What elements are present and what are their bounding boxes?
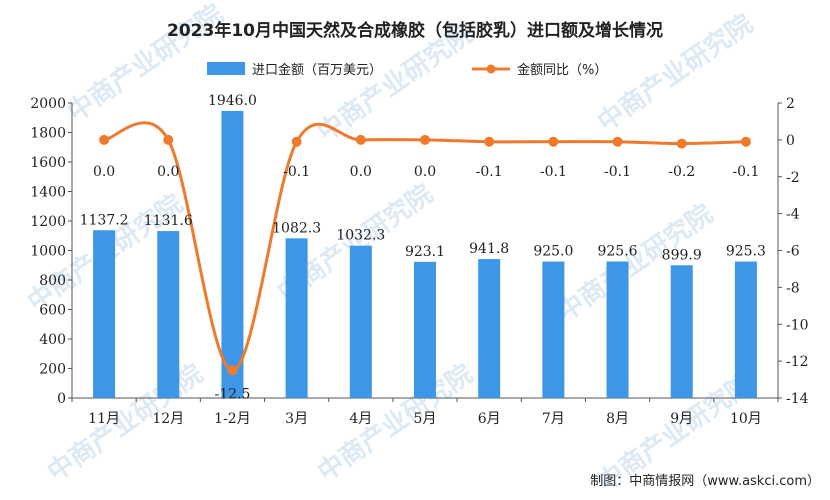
- bar: [670, 265, 693, 398]
- line-point: [227, 365, 238, 376]
- line-point: [355, 134, 366, 145]
- bar-value-label: 1032.3: [336, 228, 385, 244]
- y-right-tick-label: -8: [786, 280, 800, 296]
- y-left-tick-label: 1000: [30, 244, 66, 260]
- x-tick-label: 11月: [88, 411, 120, 427]
- bar: [157, 231, 180, 398]
- chart-title: 2023年10月中国天然及合成橡胶（包括胶乳）进口额及增长情况: [167, 20, 663, 41]
- line-value-label: 0.0: [93, 164, 115, 180]
- line-value-label: -0.1: [476, 164, 503, 180]
- line-point: [291, 136, 302, 147]
- y-left-tick-label: 0: [57, 391, 66, 407]
- y-right-tick-label: -6: [786, 244, 800, 260]
- plot-area: 0 200 400 600 800 1000 1200 1400 1600 1800 2000 2 0 -…: [30, 93, 808, 427]
- legend-swatch-marker: [486, 64, 496, 74]
- y-right-tick-label: 0: [786, 133, 795, 149]
- line-value-label: 0.0: [414, 164, 436, 180]
- bar-value-label: 925.0: [533, 244, 573, 260]
- watermark-text: 中商产业研究院: [312, 358, 479, 488]
- line-value-label: -0.1: [604, 164, 631, 180]
- line-point: [740, 136, 751, 147]
- line-point: [676, 138, 687, 149]
- bar-value-label: 941.8: [469, 241, 509, 257]
- y-left-tick-label: 1600: [30, 155, 66, 171]
- x-tick-label: 6月: [478, 411, 501, 427]
- line-value-label: -0.1: [540, 164, 567, 180]
- bar: [478, 259, 501, 398]
- x-tick-label: 12月: [152, 411, 184, 427]
- bar-value-label: 925.6: [597, 243, 637, 259]
- x-tick-label: 10月: [730, 411, 762, 427]
- y-left-tick-label: 800: [39, 273, 66, 289]
- legend: 进口金额（百万美元） 金额同比（%）: [207, 62, 607, 78]
- line-value-label: -0.1: [283, 164, 310, 180]
- line-value-label: 0.0: [350, 164, 372, 180]
- bar-value-label: 899.9: [662, 247, 702, 263]
- y-left-tick-label: 2000: [30, 96, 66, 112]
- line-point: [163, 134, 174, 145]
- y-right-tick-label: -12: [786, 354, 809, 370]
- line-point: [548, 136, 559, 147]
- x-tick-label: 9月: [670, 411, 693, 427]
- bar: [542, 261, 565, 398]
- x-tick-label: 3月: [285, 411, 308, 427]
- y-left-tick-label: 400: [39, 332, 66, 348]
- legend-label-line: 金额同比（%）: [517, 62, 607, 78]
- bar-value-label: 925.3: [726, 244, 766, 260]
- bar-value-label: 1946.0: [208, 93, 257, 109]
- bar: [606, 261, 629, 398]
- bar: [734, 261, 757, 398]
- source-credit: 制图：中商情报网（www.askci.com）: [590, 474, 820, 489]
- line-point: [420, 134, 430, 145]
- bar: [414, 261, 436, 398]
- line-value-label: 0.0: [157, 164, 179, 180]
- y-left-tick-label: 1800: [30, 126, 66, 142]
- y-right-tick-label: -14: [786, 391, 809, 407]
- x-tick-label: 7月: [542, 411, 565, 427]
- y-right-tick-label: -2: [786, 170, 800, 186]
- legend-swatch-bar: [207, 62, 245, 75]
- y-right-tick-label: -10: [786, 317, 809, 333]
- watermark-text: 中商产业研究院: [62, 0, 229, 128]
- legend-label-bar: 进口金额（百万美元）: [252, 62, 382, 78]
- y-left-tick-label: 1200: [30, 214, 66, 230]
- y-left-tick-label: 200: [39, 362, 66, 378]
- line-value-label: -0.1: [732, 164, 759, 180]
- y-right-tick-label: 2: [786, 96, 795, 112]
- x-tick-label: 1-2月: [214, 411, 251, 427]
- y-left-tick-label: 600: [39, 303, 66, 319]
- x-tick-label: 8月: [606, 411, 629, 427]
- line-point: [99, 134, 110, 145]
- bar-value-label: 923.1: [405, 244, 445, 260]
- x-tick-label: 4月: [349, 411, 372, 427]
- bar: [349, 245, 372, 398]
- y-right-tick-label: -4: [786, 207, 800, 223]
- bar: [285, 238, 308, 398]
- line-point: [484, 136, 495, 147]
- bar-value-label: 1137.2: [80, 212, 129, 228]
- bar: [221, 110, 244, 398]
- bar: [93, 230, 116, 398]
- line-value-label: -12.5: [215, 386, 251, 402]
- line-point: [612, 136, 623, 147]
- x-tick-label: 5月: [414, 411, 437, 427]
- bar-value-label: 1082.3: [272, 220, 321, 236]
- y-left-tick-label: 1400: [30, 185, 66, 201]
- bar-value-label: 1131.6: [144, 213, 193, 229]
- line-value-label: -0.2: [668, 164, 695, 180]
